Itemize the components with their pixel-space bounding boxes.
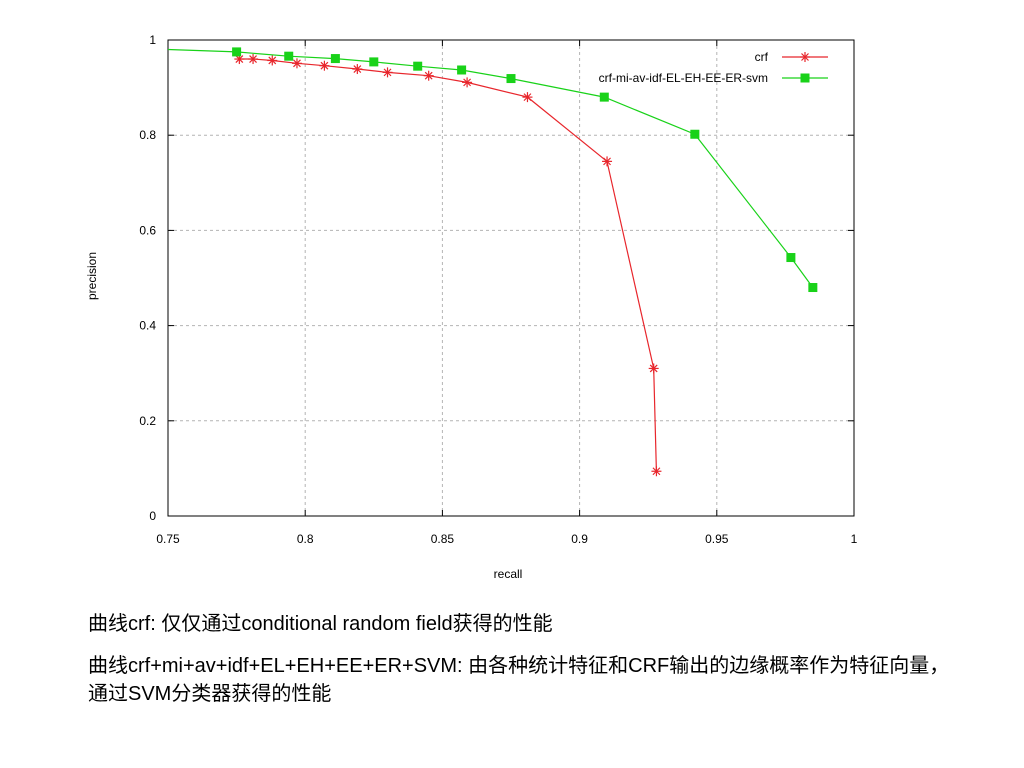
- x-tick-label: 0.9: [571, 532, 588, 546]
- data-point: [462, 77, 473, 88]
- series-line: [167, 48, 814, 288]
- plot-frame: [167, 39, 855, 517]
- y-tick-label: 0.6: [139, 223, 156, 237]
- x-tick-label: 0.75: [156, 532, 180, 546]
- x-tick-label: 0.95: [705, 532, 729, 546]
- y-axis-title: precision: [85, 252, 99, 300]
- data-point: [413, 61, 423, 71]
- legend-label: crf: [755, 50, 769, 64]
- data-point: [382, 67, 393, 78]
- data-point: [808, 283, 818, 293]
- legend-swatch-marker: [800, 52, 810, 62]
- legend: crf crf-mi-av-idf-EL-EH-EE-ER-svm: [599, 50, 828, 85]
- data-point: [651, 466, 662, 477]
- y-tick-label: 0: [149, 509, 156, 523]
- series-0: [234, 54, 662, 477]
- data-point: [234, 54, 245, 65]
- x-tick-label: 0.8: [297, 532, 314, 546]
- data-point: [291, 58, 302, 69]
- x-axis-title: recall: [494, 567, 523, 581]
- series-layer: [167, 47, 818, 477]
- caption-crf: 曲线crf: 仅仅通过conditional random field获得的性能: [88, 613, 553, 635]
- series-1: [167, 47, 818, 293]
- data-point: [330, 54, 340, 64]
- data-point: [352, 64, 363, 75]
- y-tick-label: 1: [149, 33, 156, 47]
- y-tick-label: 0.4: [139, 319, 156, 333]
- data-point: [232, 47, 242, 57]
- data-point: [457, 65, 467, 75]
- data-point: [248, 54, 259, 65]
- data-point: [506, 74, 516, 84]
- axis-ticks: 0.75 0.8 0.85 0.9 0.95 1 0 0.2 0.4 0.6 0.8 1: [139, 33, 857, 546]
- caption-crf-svm: 曲线crf+mi+av+idf+EL+EH+EE+ER+SVM: 由各种统计特征…: [88, 655, 950, 705]
- data-point: [602, 156, 613, 167]
- y-tick-label: 0.2: [139, 414, 156, 428]
- x-tick-label: 0.85: [431, 532, 455, 546]
- data-point: [648, 363, 659, 374]
- grid-lines: [168, 40, 854, 516]
- precision-recall-chart: 0.75 0.8 0.85 0.9 0.95 100.20.40.60.81 crfcrf…: [85, 33, 858, 581]
- legend-label: crf-mi-av-idf-EL-EH-EE-ER-svm: [599, 71, 768, 85]
- data-point: [267, 55, 278, 66]
- x-tick-label: 1: [851, 532, 858, 546]
- data-point: [786, 253, 796, 263]
- data-point: [522, 92, 533, 103]
- legend-swatch-marker: [800, 73, 810, 83]
- data-point: [423, 70, 434, 81]
- data-point: [369, 57, 379, 67]
- data-point: [690, 129, 700, 139]
- data-point: [284, 51, 294, 61]
- y-tick-label: 0.8: [139, 128, 156, 142]
- data-point: [319, 60, 330, 71]
- series-line: [239, 58, 657, 472]
- data-point: [599, 92, 609, 102]
